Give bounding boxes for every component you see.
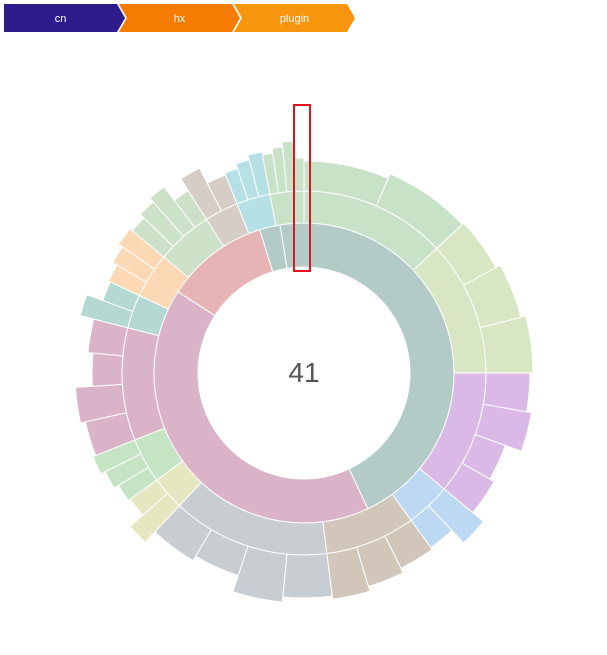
breadcrumb-label: cn	[55, 13, 67, 25]
breadcrumb-label: hx	[174, 13, 186, 25]
ring2-segment[interactable]	[269, 190, 305, 227]
breadcrumb-item-cn[interactable]: cn	[4, 4, 125, 32]
breadcrumb-arrow[interactable]	[4, 4, 125, 32]
sunburst-rings	[74, 140, 534, 603]
breadcrumb: cn hx plugin	[4, 4, 355, 32]
breadcrumb-arrow[interactable]	[234, 4, 355, 32]
outer-ring-segment[interactable]	[91, 352, 124, 387]
outer-ring-segment[interactable]	[282, 553, 333, 599]
breadcrumb-label: plugin	[280, 13, 309, 25]
outer-ring-segment[interactable]	[293, 157, 305, 192]
breadcrumb-item-plugin[interactable]: plugin	[234, 4, 355, 32]
breadcrumb-arrow[interactable]	[119, 4, 240, 32]
breadcrumb-item-hx[interactable]: hx	[119, 4, 240, 32]
selected-segment-highlight	[293, 104, 311, 272]
center-value: 41	[288, 357, 319, 388]
